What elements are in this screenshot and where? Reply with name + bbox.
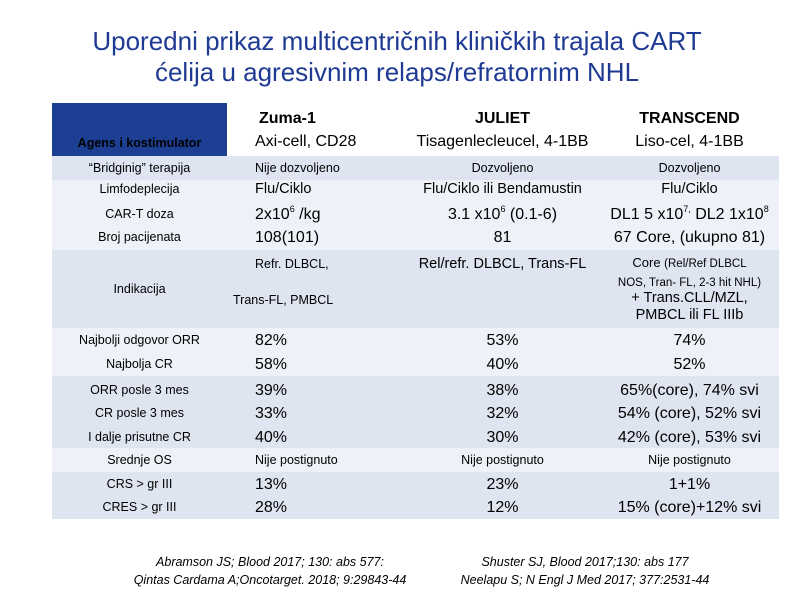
header-juliet: JULIET Tisagenlecleucel, 4-1BB bbox=[416, 109, 589, 150]
row-crs: CRS > gr III 13% 23% 1+1% bbox=[106, 475, 711, 493]
row-cr-3mes: CR posle 3 mes 33% 32% 54% (core), 52% s… bbox=[95, 404, 762, 422]
row-srednje-os: Srednje OS Nije postignuto Nije postignu… bbox=[107, 453, 731, 467]
title-line-2: ćelija u agresivnim relaps/refratornim N… bbox=[154, 57, 640, 87]
table-background bbox=[52, 103, 779, 519]
row-broj-pacijenata: Broj pacijenata 108(101) 81 67 Core, (uk… bbox=[98, 228, 766, 246]
title-line-1: Uporedni prikaz multicentričnih klinički… bbox=[92, 26, 702, 56]
header-zuma: Zuma-1 Axi-cell, CD28 bbox=[255, 109, 357, 150]
row-cart-doza: CAR-T doza 2x106 /kg 3.1 x106 (0.1-6) DL… bbox=[105, 203, 769, 223]
row-cres: CRES > gr III 28% 12% 15% (core)+12% svi bbox=[102, 498, 762, 516]
row-bridging: “Bridginig” terapija Nije dozvoljeno Doz… bbox=[88, 161, 721, 175]
row-cr: Najbolja CR 58% 40% 52% bbox=[106, 355, 706, 373]
row-cr-persist: I dalje prisutne CR 40% 30% 42% (core), … bbox=[88, 428, 762, 446]
row-limfodeplecija: Limfodeplecija Flu/Ciklo Flu/Ciklo ili B… bbox=[99, 181, 718, 197]
row-orr: Najbolji odgovor ORR 82% 53% 74% bbox=[79, 331, 706, 349]
references-left: Abramson JS; Blood 2017; 130: abs 577: Q… bbox=[133, 555, 407, 587]
header-row: Agens i kostimulator Zuma-1 Axi-cell, CD… bbox=[52, 103, 779, 156]
row-indikacija: Indikacija Refr. DLBCL, Trans-FL, PMBCL … bbox=[113, 255, 762, 323]
row-orr-3mes: ORR posle 3 mes 39% 38% 65%(core), 74% s… bbox=[90, 381, 759, 399]
references-right: Shuster SJ, Blood 2017;130: abs 177 Neel… bbox=[460, 555, 710, 587]
slide-title: Uporedni prikaz multicentričnih klinički… bbox=[0, 26, 794, 88]
header-label: Agens i kostimulator bbox=[77, 136, 202, 150]
header-transcend: TRANSCEND Liso-cel, 4-1BB bbox=[635, 109, 744, 150]
